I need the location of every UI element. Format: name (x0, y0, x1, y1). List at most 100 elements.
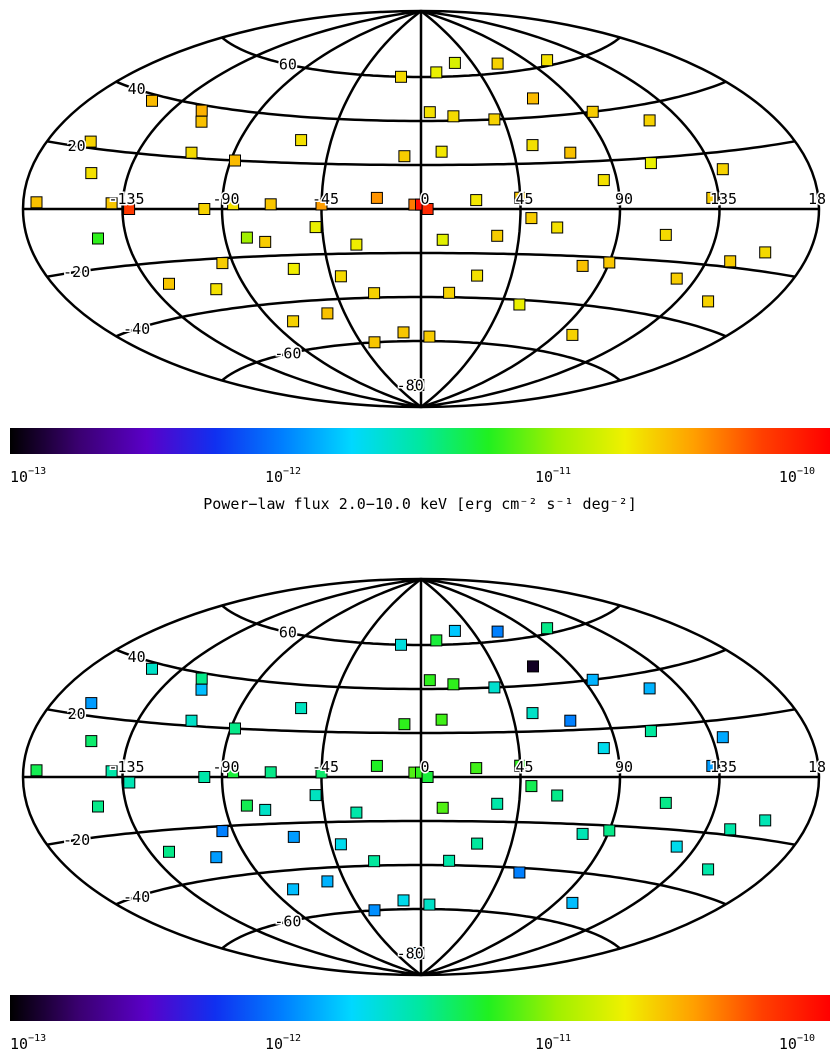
latitude-label: -20 (63, 263, 90, 281)
source-marker (488, 113, 501, 126)
tick-base: 10 (779, 468, 797, 486)
source-marker (430, 66, 443, 79)
source-marker (315, 766, 328, 779)
source-marker (644, 157, 657, 170)
source-marker (397, 894, 410, 907)
source-marker (264, 766, 277, 779)
source-marker (163, 277, 175, 290)
source-marker (430, 634, 443, 647)
source-marker (315, 198, 328, 211)
source-marker (240, 799, 253, 812)
tick-exponent: −11 (553, 1033, 571, 1044)
longitude-label: -45 (312, 190, 339, 208)
source-marker (412, 947, 425, 959)
source-marker (491, 57, 504, 70)
source-marker (526, 139, 539, 152)
colorbar-tick-label: 10−10 (779, 466, 815, 486)
source-marker (412, 379, 425, 391)
source-marker (527, 660, 539, 673)
source-marker (471, 837, 484, 850)
parallel-line (46, 819, 796, 846)
source-marker (85, 697, 98, 710)
source-marker (527, 92, 539, 105)
source-marker (421, 771, 434, 783)
longitude-label: -45 (312, 758, 339, 776)
source-marker (586, 105, 599, 118)
source-marker (398, 150, 411, 163)
source-marker (185, 714, 198, 727)
source-marker (541, 622, 554, 635)
source-marker (350, 238, 363, 251)
latitude-label: -80 (397, 376, 424, 394)
source-marker (370, 759, 383, 772)
source-marker (603, 256, 616, 269)
colorbar-2: 10−13 10−12 10−11 10−10 (10, 995, 830, 1051)
flux-map-panel-1: -135 -90 -45 0 45 90 135 18 60 40 20 -20 -40 -60 -80 (21, 9, 828, 409)
source-marker (210, 283, 223, 296)
source-marker (448, 624, 461, 637)
colorbar-tick-label: 10−13 (10, 466, 46, 486)
source-marker (423, 106, 436, 119)
longitude-label: -90 (212, 190, 239, 208)
tick-exponent: −13 (28, 466, 46, 477)
latitude-label: -60 (274, 913, 301, 931)
source-marker (259, 235, 272, 248)
colorbar-axis-label-1: Power−law flux 2.0−10.0 keV [erg cm⁻² s⁻… (203, 495, 636, 513)
colorbar-tick-label: 10−13 (10, 1033, 46, 1051)
source-marker (368, 904, 381, 917)
parallel-line (221, 907, 621, 950)
source-marker (395, 638, 407, 651)
source-marker (576, 259, 589, 272)
tick-exponent: −13 (28, 1033, 46, 1044)
source-marker (163, 845, 175, 858)
source-marker (423, 330, 436, 343)
map-grid-labels-1: -135 -90 -45 0 45 90 135 18 60 40 20 -20 -40 -60 -80 (62, 54, 828, 396)
source-marker (195, 683, 208, 696)
latitude-label: 20 (68, 137, 86, 155)
source-marker (491, 625, 504, 638)
source-marker (551, 789, 564, 802)
latitude-label: -40 (123, 320, 150, 338)
source-marker (566, 328, 579, 341)
source-marker (670, 272, 683, 285)
source-marker (198, 771, 211, 783)
source-marker (488, 681, 501, 694)
source-marker (513, 298, 526, 311)
source-marker (210, 851, 223, 864)
colorbar-tick-label: 10−11 (535, 1033, 571, 1051)
source-marker (227, 198, 240, 211)
source-marker (564, 714, 577, 727)
source-marker (85, 167, 98, 180)
source-marker (443, 286, 456, 299)
source-marker (447, 110, 460, 123)
tick-base: 10 (10, 1035, 28, 1051)
source-marker (659, 228, 672, 241)
source-marker (586, 673, 599, 686)
source-marker (643, 114, 656, 127)
parallel-line (46, 708, 796, 735)
parallel-line (46, 251, 796, 278)
latitude-label: -40 (123, 888, 150, 906)
colorbar-tick-label: 10−10 (779, 1033, 815, 1051)
source-marker (30, 196, 43, 209)
source-marker (435, 145, 448, 158)
longitude-label: 18 (808, 758, 826, 776)
source-marker (105, 197, 118, 210)
source-marker (287, 883, 300, 896)
map-points-2 (30, 622, 772, 959)
source-marker (334, 270, 347, 283)
source-marker (526, 707, 539, 720)
source-marker (448, 56, 461, 69)
latitude-label: 60 (279, 55, 297, 73)
colorbar-tick-label: 10−12 (265, 466, 301, 486)
source-marker (85, 735, 98, 748)
source-marker (229, 154, 241, 167)
source-marker (195, 115, 208, 128)
source-marker (759, 814, 772, 827)
tick-base: 10 (265, 468, 283, 486)
source-marker (216, 825, 229, 838)
tick-exponent: −11 (553, 466, 571, 477)
source-marker (447, 678, 460, 691)
tick-exponent: −12 (283, 466, 301, 477)
tick-exponent: −10 (797, 1033, 815, 1044)
